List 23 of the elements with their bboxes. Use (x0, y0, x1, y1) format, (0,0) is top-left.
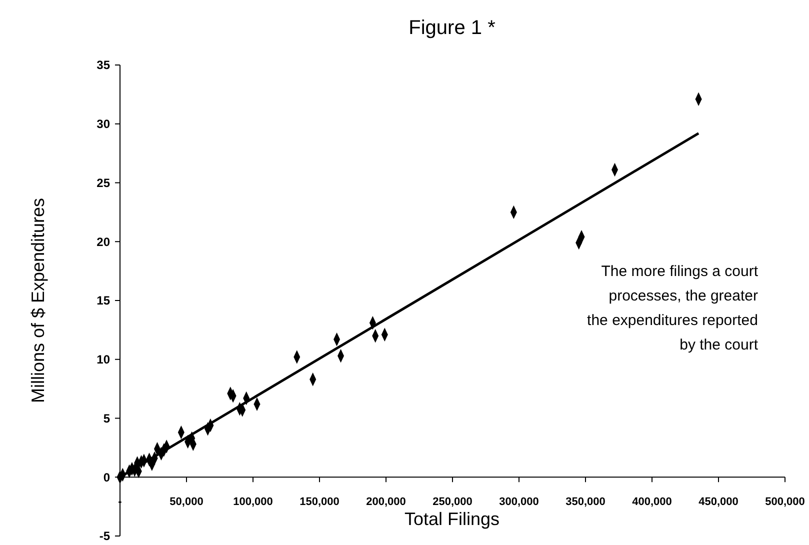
x-tick-label: 150,000 (300, 496, 340, 508)
x-tick-label: 450,000 (698, 496, 738, 508)
x-tick-label: 400,000 (632, 496, 672, 508)
y-tick-label: 5 (103, 411, 110, 426)
x-axis-title: Total Filings (404, 509, 500, 529)
y-tick-label: 35 (96, 58, 110, 72)
x-tick-label: 300,000 (499, 496, 539, 508)
y-tick-label: 20 (96, 234, 110, 249)
y-tick-label: 25 (96, 176, 110, 190)
y-tick-label: 15 (96, 294, 110, 308)
y-axis-title: Millions of $ Expenditures (28, 198, 48, 404)
y-tick-label: -5 (99, 529, 110, 544)
x-tick-label: 50,000 (170, 496, 204, 508)
x-tick-label: 350,000 (566, 496, 606, 508)
y-tick-label: 10 (96, 352, 110, 367)
x-tick-label: 250,000 (432, 496, 472, 508)
x-tick-label: 200,000 (366, 496, 406, 508)
annotation: The more filings a court processes, the greater the expenditures reported by the court (587, 263, 759, 354)
chart-title: Figure 1 * (408, 17, 496, 39)
y-tick-label: 30 (96, 117, 110, 132)
y-tick-label: 0 (103, 470, 110, 484)
x-tick-label: 500,000 (765, 496, 805, 508)
x-tick-label: 100,000 (233, 496, 273, 508)
